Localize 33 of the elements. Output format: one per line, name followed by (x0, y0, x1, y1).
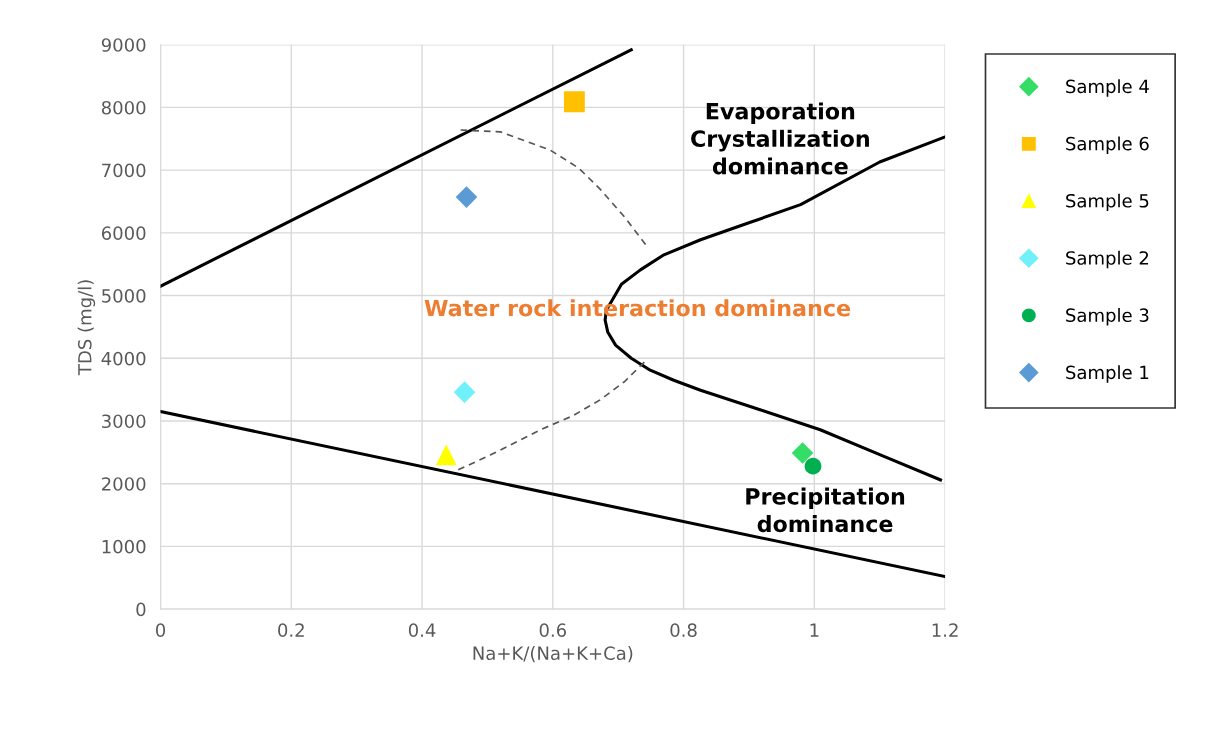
point (455, 186, 478, 208)
x-tick-label: 0.8 (670, 623, 697, 637)
x-tick-label: 0.2 (278, 623, 304, 637)
y-tick-label: 3000 (102, 414, 146, 429)
legend-label: Sample 5 (1066, 193, 1149, 212)
x-tick-label: 0 (155, 623, 166, 637)
point (791, 442, 814, 464)
annotation: Evaporation Crystallization dominance (691, 102, 869, 175)
y-tick-label: 6000 (101, 226, 146, 240)
y-tick-label: 8000 (101, 100, 146, 115)
x-tick-label: 1 (810, 623, 819, 637)
x-tick-label: 0.6 (539, 623, 567, 637)
y-tick-label: 2000 (102, 477, 146, 491)
x-tick-label: 0.4 (408, 623, 436, 637)
y-tick-label: 1000 (102, 539, 146, 554)
y-tick-label: 9000 (101, 38, 146, 52)
y-tick-label: 7000 (102, 163, 146, 178)
legend-label: Sample 2 (1066, 250, 1149, 269)
point (453, 381, 476, 403)
legend-label: Sample 6 (1066, 136, 1149, 154)
point (435, 444, 457, 466)
x-axis-title: Na+K/(Na+K+Ca) (473, 646, 633, 663)
y-tick-label: 5000 (102, 289, 146, 303)
point (563, 91, 585, 113)
x-tick-label: 1.2 (932, 623, 958, 637)
y-tick-label: 4000 (101, 351, 146, 366)
legend-label: Sample 3 (1066, 308, 1149, 326)
y-axis-title: TDS (mg/l) (77, 280, 96, 376)
legend-label: Sample 4 (1066, 79, 1149, 97)
legend-label: Sample 1 (1066, 365, 1149, 383)
y-tick-label: 0 (136, 602, 146, 617)
point (804, 457, 822, 475)
annotation: Precipitation dominance (746, 487, 905, 533)
